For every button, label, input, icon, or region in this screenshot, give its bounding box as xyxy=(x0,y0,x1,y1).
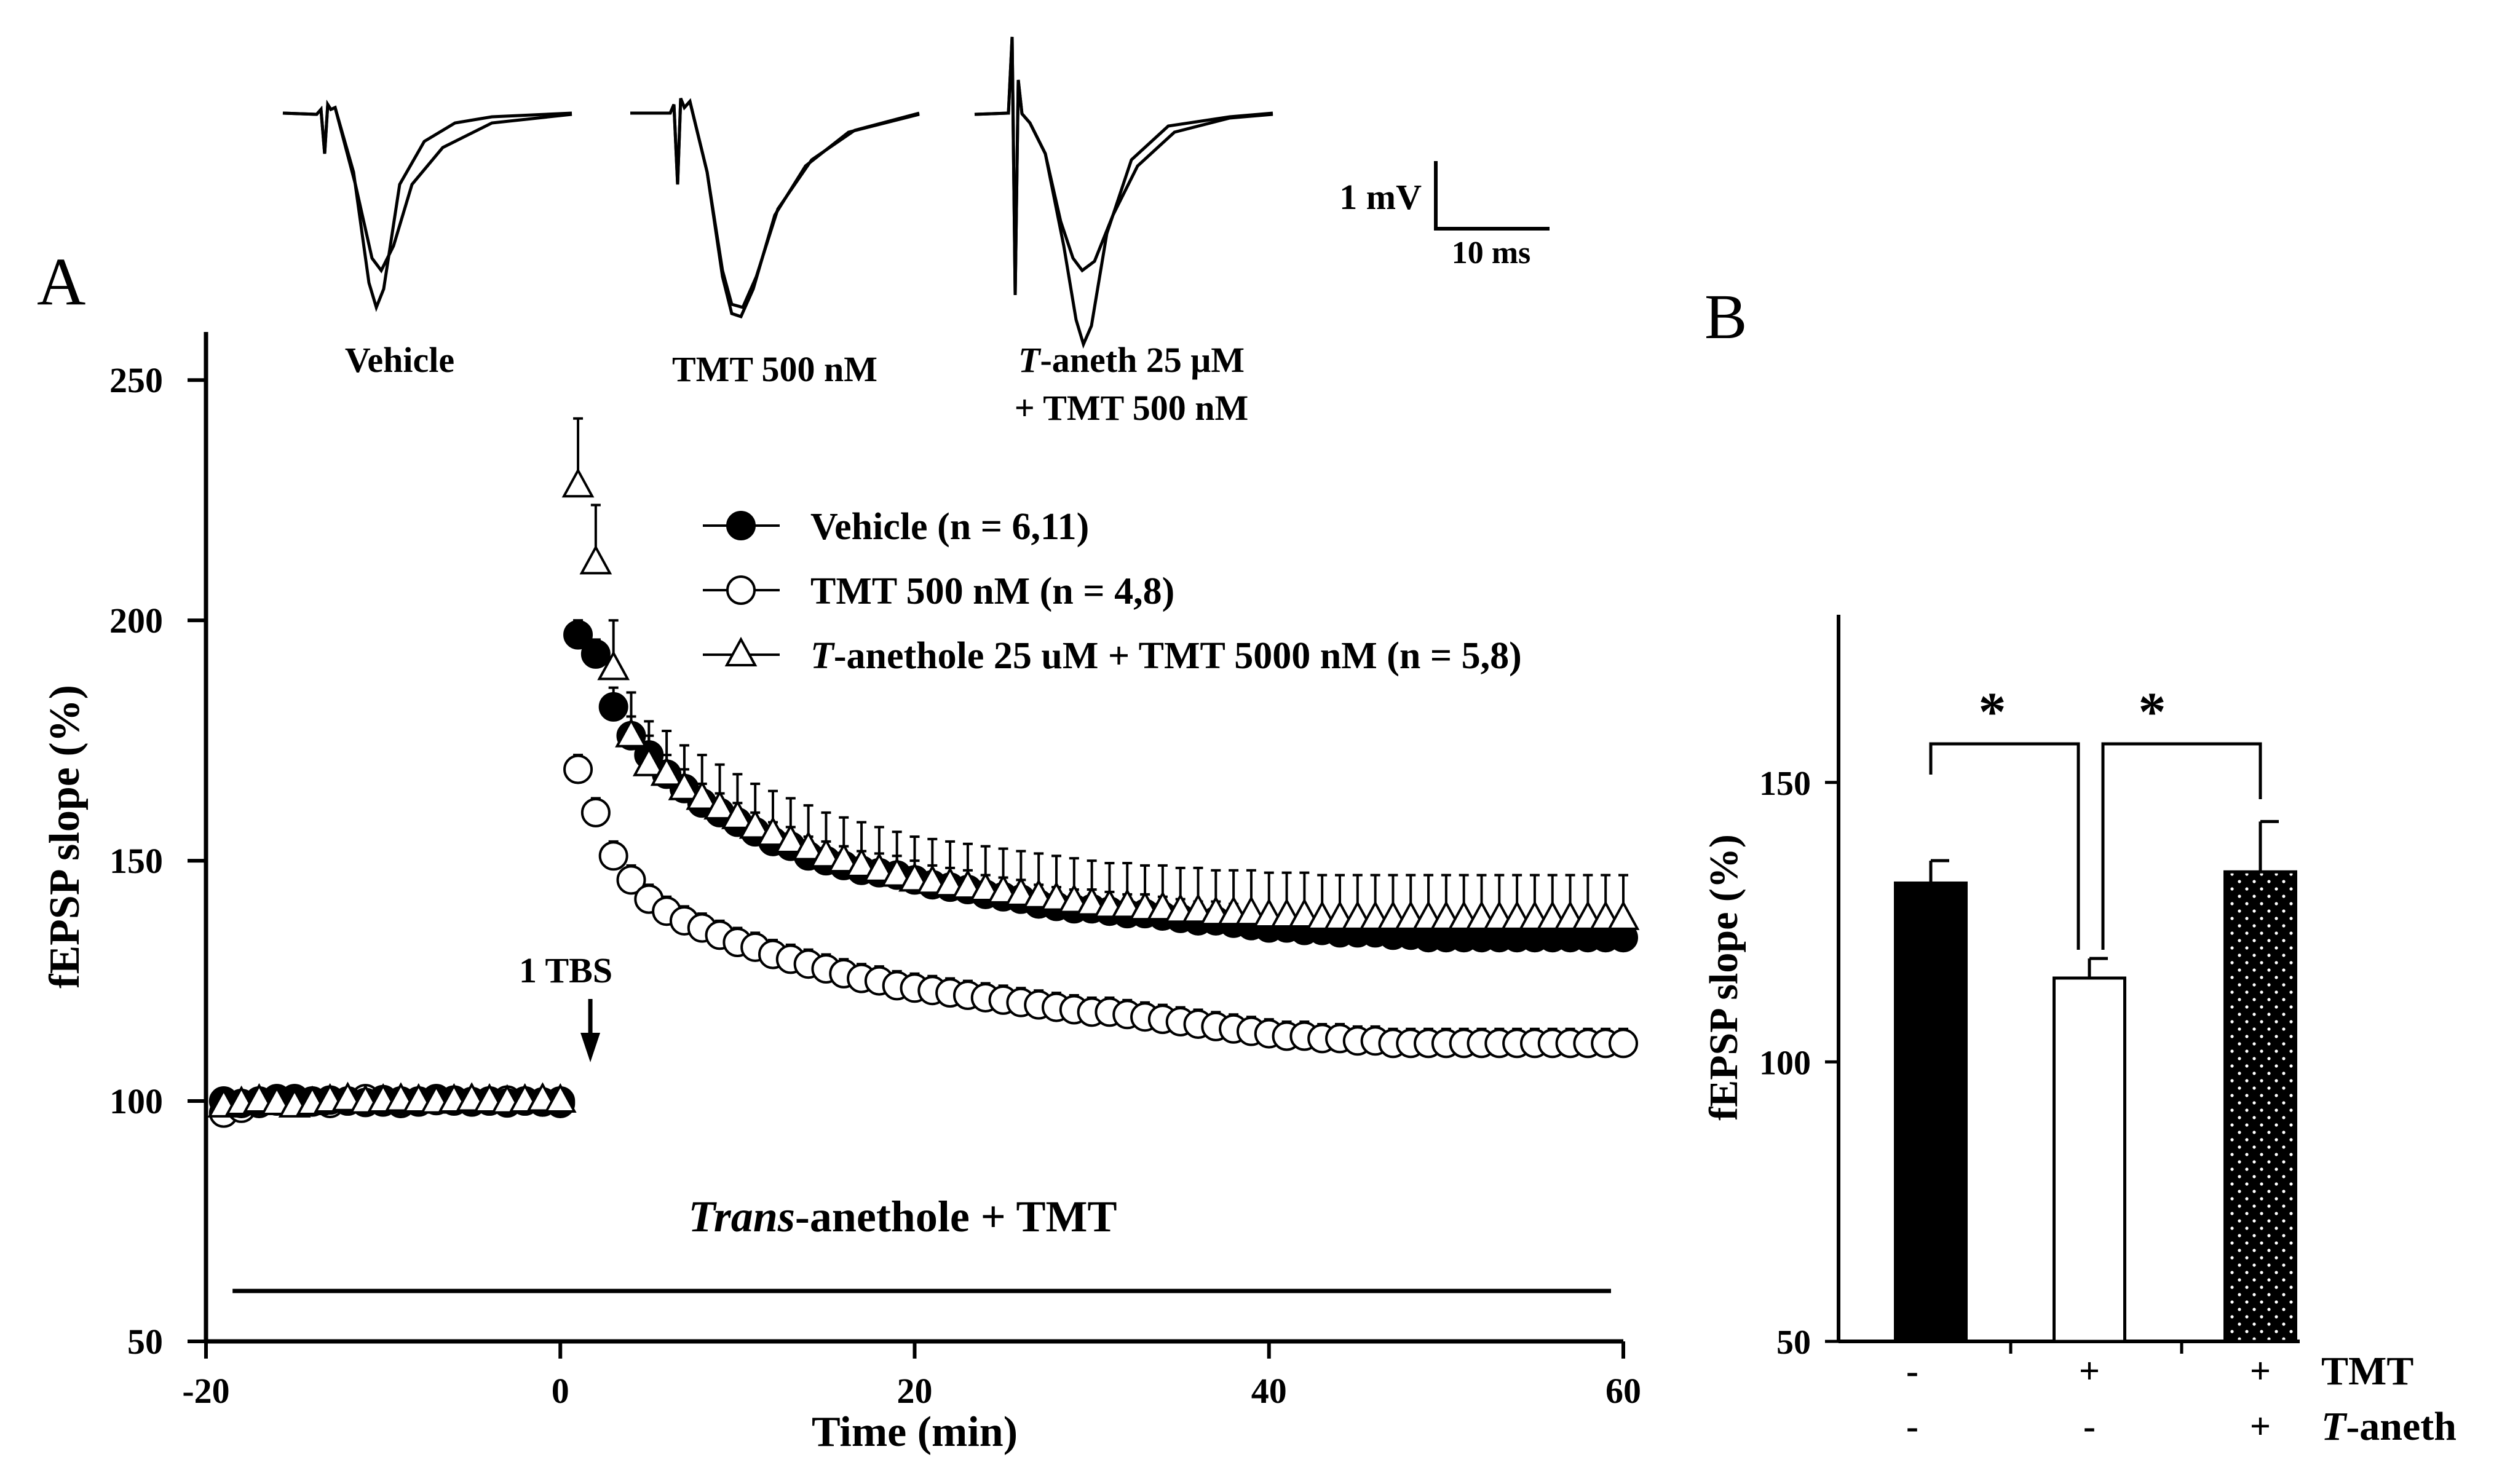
scale-bar-ms-label: 10 ms xyxy=(1452,235,1531,270)
b-y-tick-label: 150 xyxy=(1759,765,1811,803)
a-post-point-2 xyxy=(615,717,647,748)
a-post-point-2 xyxy=(792,831,825,861)
a-tbs-arrow-head xyxy=(580,1033,601,1062)
b-aneth-sign-2: + xyxy=(2250,1406,2271,1447)
a-y-tick-label: 250 xyxy=(109,360,163,400)
a-y-tick-label: 150 xyxy=(109,841,163,881)
a-post-point-0 xyxy=(598,692,628,722)
panel-a-annotations: 1 TBS Trans-anethole + TMT xyxy=(232,950,1611,1293)
b-aneth-row-label: T-aneth xyxy=(2321,1404,2457,1449)
a-post-point-1 xyxy=(563,754,593,784)
a-post-point-2 xyxy=(756,816,790,847)
b-y-tick-label: 50 xyxy=(1776,1324,1811,1362)
trace-label-2-1: + TMT 500 nM xyxy=(1015,388,1249,428)
a-post-point-1 xyxy=(1609,1028,1638,1059)
scale-bar-mv-label: 1 mV xyxy=(1339,177,1422,217)
b-sig-bracket-1 xyxy=(2101,742,2262,950)
scale-bar: 1 mV 10 ms xyxy=(1339,161,1550,270)
legend-marker-1 xyxy=(726,575,756,605)
a-post-point-2 xyxy=(703,789,736,820)
legend-marker-0 xyxy=(726,511,756,540)
b-sig-bracket-0 xyxy=(1929,742,2080,950)
a-post-point-2 xyxy=(863,852,896,882)
b-y-tick-label: 100 xyxy=(1759,1044,1811,1082)
trace-vehicle-b xyxy=(282,100,572,274)
a-x-tick-label: 0 xyxy=(552,1371,569,1411)
b-tmt-sign-1: + xyxy=(2079,1351,2100,1391)
a-post-point-0 xyxy=(580,639,611,669)
a-post-point-2 xyxy=(721,799,754,829)
trace-tmt-b xyxy=(630,98,920,309)
legend-label-0: Vehicle (n = 6,11) xyxy=(810,506,1089,548)
panel-label-a: A xyxy=(37,244,85,319)
b-aneth-sign-1: - xyxy=(2083,1406,2096,1447)
a-post-point-2 xyxy=(774,823,807,853)
a-x-tick-label: 20 xyxy=(897,1371,933,1411)
a-post-point-2 xyxy=(881,857,914,887)
b-aneth-sign-0: - xyxy=(1906,1406,1918,1447)
b-tmt-sign-2: + xyxy=(2250,1351,2271,1391)
legend-marker-2 xyxy=(724,636,758,666)
a-post-point-2 xyxy=(579,545,612,575)
a-post-point-1 xyxy=(616,865,646,895)
panel-b-axes: 50 100 150 fEPSP slope (%) xyxy=(1701,615,2300,1362)
trace-labels: Vehicle TMT 500 nM T-aneth 25 μM + TMT 500 … xyxy=(345,340,1248,428)
b-sig-star-0: * xyxy=(1979,682,2006,743)
b-tmt-sign-0: - xyxy=(1906,1351,1918,1391)
b-y-axis-title: fEPSP slope (%) xyxy=(1701,834,1746,1121)
trace-label-0-0: Vehicle xyxy=(345,340,454,380)
a-y-tick-label: 100 xyxy=(109,1081,163,1121)
trace-label-2-0: T-aneth 25 μM xyxy=(1018,340,1245,380)
a-post-point-2 xyxy=(650,756,683,786)
a-baseline-point-2 xyxy=(544,1083,577,1113)
a-y-tick-label: 50 xyxy=(127,1322,163,1362)
panel-a-line-chart: 50 100 150 200 250 -20 0 20 40 60 Time (min) fEPSP … xyxy=(41,332,1641,1456)
panel-b-bars xyxy=(1894,819,2297,1343)
a-post-point-2 xyxy=(668,770,701,800)
b-bar-1 xyxy=(2053,976,2126,1343)
a-x-axis-title: Time (min) xyxy=(812,1408,1018,1456)
trace-label-1-0: TMT 500 nM xyxy=(672,349,877,389)
a-tbs-label: 1 TBS xyxy=(519,950,612,990)
a-post-point-0 xyxy=(563,620,593,650)
panel-label-b: B xyxy=(1704,282,1747,352)
panel-a-axes: 50 100 150 200 250 -20 0 20 40 60 Time (min) fEPSP … xyxy=(41,332,1641,1456)
a-post-point-2 xyxy=(686,780,719,810)
trace-aneth-b xyxy=(974,36,1273,296)
a-treatment-label: Trans-anethole + TMT xyxy=(688,1192,1117,1241)
a-x-tick-label: -20 xyxy=(182,1371,229,1411)
b-bar-2 xyxy=(2223,870,2297,1343)
a-post-point-2 xyxy=(845,847,878,877)
a-x-tick-label: 60 xyxy=(1605,1371,1641,1411)
a-post-point-2 xyxy=(810,838,842,868)
a-post-point-2 xyxy=(597,650,630,681)
b-tmt-row-label: TMT xyxy=(2321,1349,2413,1394)
a-x-tick-label: 40 xyxy=(1251,1371,1287,1411)
legend-label-2: T-anethole 25 uM + TMT 5000 nM (n = 5,8) xyxy=(810,635,1522,677)
panel-a-legend: Vehicle (n = 6,11) TMT 500 nM (n = 4,8) T-… xyxy=(703,506,1522,677)
a-post-point-2 xyxy=(632,746,665,776)
b-bar-0 xyxy=(1894,881,1968,1343)
panel-b-significance: * * xyxy=(1929,682,2262,950)
a-y-tick-label: 200 xyxy=(109,601,163,641)
b-sig-star-1: * xyxy=(2139,682,2166,743)
panel-a-markers xyxy=(207,468,1640,1128)
panel-b-condition-rows: - + + - - + TMT T-aneth xyxy=(1906,1349,2457,1449)
legend-label-1: TMT 500 nM (n = 4,8) xyxy=(810,570,1174,612)
a-post-point-2 xyxy=(827,842,860,873)
a-y-axis-title: fEPSP slope (%) xyxy=(41,685,89,989)
example-traces xyxy=(282,36,1273,349)
a-post-point-2 xyxy=(738,809,772,839)
a-post-point-1 xyxy=(598,841,628,871)
a-post-point-2 xyxy=(561,468,595,498)
a-post-point-1 xyxy=(580,797,611,827)
a-post-point-2 xyxy=(1607,900,1640,930)
